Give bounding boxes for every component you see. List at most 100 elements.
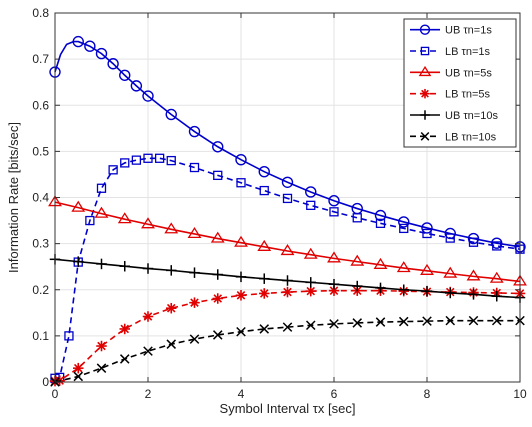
data-point-circle — [235, 153, 247, 166]
data-point-asterisk — [282, 286, 293, 298]
y-tick-label: 0 — [42, 375, 49, 389]
data-point-circle — [142, 90, 154, 102]
data-point-x — [73, 371, 84, 382]
y-tick-label: 0.1 — [32, 329, 49, 343]
series-3 — [48, 195, 527, 286]
data-point-plus — [282, 275, 293, 286]
y-tick-label: 0.2 — [32, 283, 49, 297]
legend-item: UB τn=1s — [410, 24, 492, 37]
data-point-circle — [119, 69, 131, 81]
data-point-plus — [328, 278, 340, 290]
data-point-plus — [398, 284, 409, 295]
data-point-square — [329, 207, 339, 217]
x-tick-label: 10 — [513, 387, 527, 401]
data-point-x — [259, 324, 270, 334]
x-tick-label: 6 — [331, 387, 338, 401]
data-point-x — [212, 330, 223, 340]
data-point-asterisk — [420, 88, 430, 99]
data-point-circle — [84, 40, 96, 52]
legend-label: LB τn=1s — [445, 46, 491, 58]
data-point-square — [306, 200, 316, 210]
data-point-plus — [352, 280, 363, 292]
data-point-x — [96, 363, 107, 373]
data-point-triangle — [350, 254, 365, 266]
data-point-triangle — [94, 206, 109, 218]
data-point-triangle — [466, 269, 481, 281]
data-point-triangle — [187, 226, 202, 239]
legend-label: UB τn=1s — [445, 25, 492, 37]
data-point-circle — [72, 35, 84, 48]
data-point-triangle — [420, 263, 434, 275]
data-point-square — [85, 215, 95, 226]
data-point-plus — [119, 260, 130, 272]
data-point-asterisk — [259, 288, 270, 299]
data-point-x — [119, 354, 130, 364]
series-line — [54, 40, 521, 248]
data-point-square — [375, 218, 386, 228]
data-point-circle — [305, 186, 317, 198]
data-point-square — [236, 178, 246, 188]
data-point-square — [445, 233, 455, 243]
y-tick-label: 0.3 — [32, 237, 49, 251]
data-point-x — [422, 316, 432, 326]
y-tick-label: 0.8 — [32, 6, 49, 20]
data-point-triangle — [141, 217, 155, 229]
data-point-circle — [281, 176, 294, 188]
data-point-plus — [189, 267, 200, 278]
legend-label: LB τn=5s — [445, 89, 491, 101]
data-point-square — [143, 153, 153, 163]
data-point-circle — [95, 47, 108, 60]
data-point-plus — [166, 265, 177, 276]
series-5 — [49, 254, 526, 303]
data-point-square — [120, 158, 130, 168]
data-point-asterisk — [166, 302, 177, 314]
data-point-plus — [212, 269, 223, 280]
data-point-plus — [491, 290, 502, 302]
data-point-square — [166, 155, 176, 166]
y-axis-label: Information Rate [bits/sec] — [6, 122, 21, 273]
legend-box — [403, 18, 517, 148]
data-point-plus — [96, 258, 107, 270]
data-point-circle — [130, 80, 143, 92]
data-point-triangle — [327, 251, 341, 263]
data-point-triangle — [234, 235, 248, 247]
y-tick-label: 0.4 — [32, 191, 49, 205]
data-point-triangle — [443, 266, 458, 278]
data-point-square — [108, 165, 118, 175]
data-point-circle — [165, 108, 177, 121]
x-axis-label: Symbol Interval τx [sec] — [220, 401, 356, 416]
data-point-x — [166, 339, 177, 349]
x-tick-label: 2 — [145, 387, 152, 401]
axes-layer: 0 2 4 6 8 10 0 0.1 0.2 0.3 0.4 0.5 0.6 0.7 0.8 Symbol I… — [6, 6, 527, 416]
data-point-asterisk — [96, 340, 107, 352]
data-point-triangle — [418, 65, 432, 77]
data-point-asterisk — [235, 290, 247, 301]
data-point-square — [259, 185, 269, 196]
data-point-triangle — [71, 200, 86, 212]
data-point-triangle — [489, 271, 504, 283]
data-point-x — [468, 315, 479, 326]
data-point-triangle — [210, 231, 225, 243]
data-point-plus — [259, 273, 270, 284]
data-point-triangle — [373, 257, 388, 269]
data-point-x — [305, 320, 316, 331]
data-point-circle — [188, 125, 201, 138]
legend-item: LB τn=1s — [410, 46, 491, 58]
y-tick-label: 0.7 — [32, 52, 49, 66]
data-point-square — [96, 183, 107, 193]
data-point-circle — [212, 141, 224, 153]
x-tick-label: 4 — [238, 387, 245, 401]
data-point-x — [491, 315, 502, 326]
data-point-plus — [235, 271, 247, 283]
data-point-plus — [73, 256, 84, 267]
data-point-triangle — [117, 212, 132, 224]
data-point-plus — [421, 285, 433, 297]
y-tick-label: 0.6 — [32, 98, 49, 112]
data-point-x — [375, 317, 386, 327]
data-point-x — [420, 131, 430, 141]
legend-item: LB τn=5s — [410, 89, 491, 101]
data-point-plus — [375, 282, 386, 294]
data-point-square — [131, 155, 142, 165]
